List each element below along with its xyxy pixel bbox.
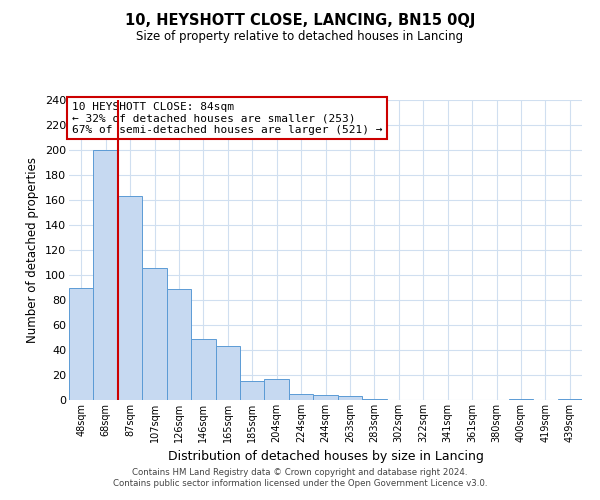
Bar xyxy=(338,396,362,400)
Bar xyxy=(265,379,289,400)
Bar xyxy=(557,399,582,400)
Bar xyxy=(118,196,142,400)
Bar xyxy=(289,394,313,400)
Text: Contains HM Land Registry data © Crown copyright and database right 2024.
Contai: Contains HM Land Registry data © Crown c… xyxy=(113,468,487,487)
Bar xyxy=(240,381,265,400)
Bar xyxy=(509,399,533,400)
Text: 10, HEYSHOTT CLOSE, LANCING, BN15 0QJ: 10, HEYSHOTT CLOSE, LANCING, BN15 0QJ xyxy=(125,12,475,28)
Bar xyxy=(142,268,167,400)
Y-axis label: Number of detached properties: Number of detached properties xyxy=(26,157,40,343)
Bar xyxy=(313,395,338,400)
Bar xyxy=(362,399,386,400)
Bar xyxy=(94,150,118,400)
Bar xyxy=(191,339,215,400)
Bar xyxy=(167,289,191,400)
Bar xyxy=(215,346,240,400)
Bar xyxy=(69,288,94,400)
Text: 10 HEYSHOTT CLOSE: 84sqm
← 32% of detached houses are smaller (253)
67% of semi-: 10 HEYSHOTT CLOSE: 84sqm ← 32% of detach… xyxy=(71,102,382,134)
Text: Size of property relative to detached houses in Lancing: Size of property relative to detached ho… xyxy=(136,30,464,43)
X-axis label: Distribution of detached houses by size in Lancing: Distribution of detached houses by size … xyxy=(167,450,484,464)
